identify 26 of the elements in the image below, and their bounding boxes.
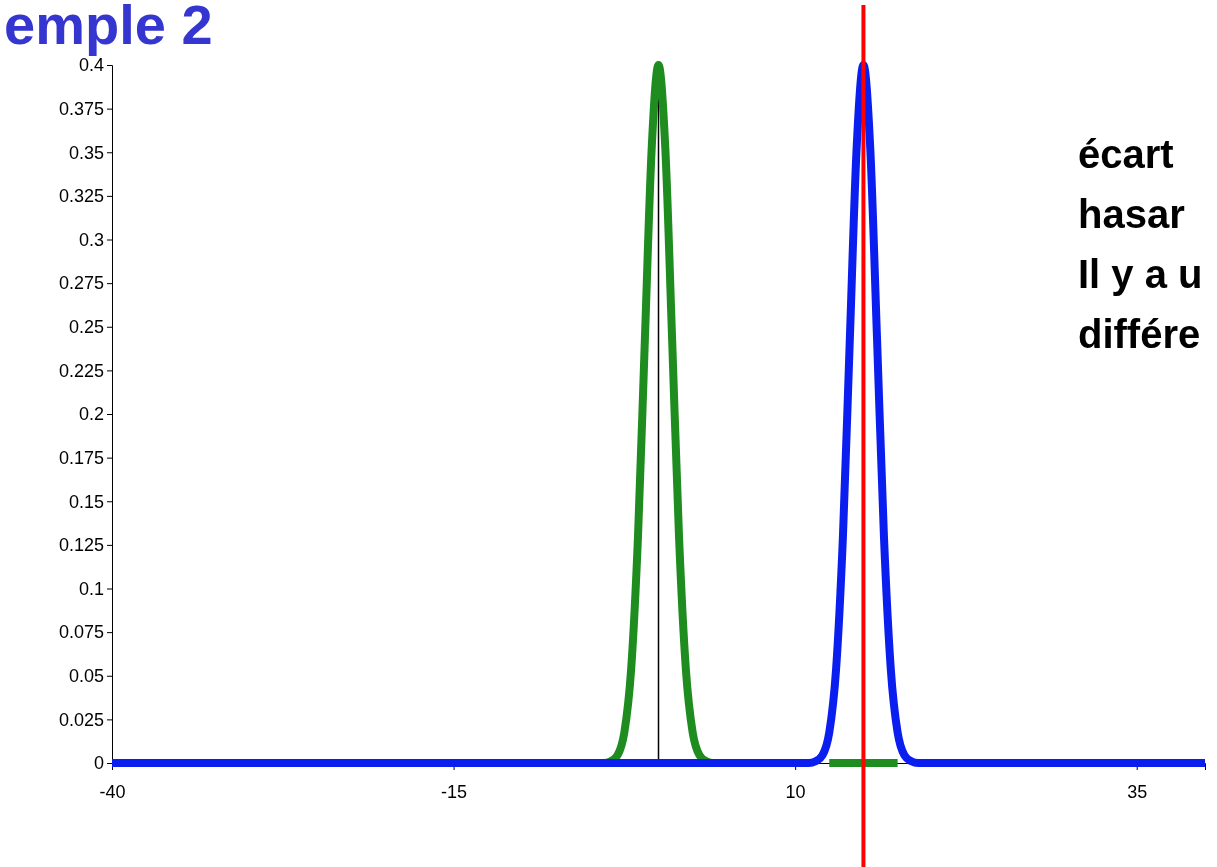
y-tick-label: 0.275	[58, 273, 104, 294]
annotation: Il y a u	[1078, 252, 1203, 296]
y-tick-label: 0.175	[58, 447, 104, 468]
y-tick-label: 0.325	[58, 186, 104, 207]
annotation: différe	[1078, 312, 1201, 356]
y-tick-label: 0.375	[58, 98, 104, 119]
x-tick-label: 10	[785, 782, 806, 803]
y-tick-label: 0.35	[68, 142, 104, 163]
y-tick-label: 0.025	[58, 709, 104, 730]
y-tick-label: 0.25	[68, 317, 104, 338]
y-tick-label: 0.3	[78, 229, 104, 250]
chart-title: emple 2	[4, 0, 213, 56]
y-tick-label: 0.225	[58, 360, 104, 381]
y-tick-label: 0.05	[68, 666, 104, 687]
y-tick-label: 0.1	[78, 578, 104, 599]
y-tick-label: 0.15	[68, 491, 104, 512]
y-tick-label: 0.4	[78, 55, 104, 76]
y-tick-label: 0.125	[58, 535, 104, 556]
x-tick-label: -15	[441, 782, 468, 803]
y-tick-label: 0.075	[58, 622, 104, 643]
y-tick-label: 0.2	[78, 404, 104, 425]
y-tick-label: 0	[93, 753, 104, 774]
annotation: écart	[1078, 132, 1174, 176]
annotation: hasar	[1078, 192, 1185, 236]
x-tick-label: -40	[99, 782, 126, 803]
x-tick-label: 35	[1127, 782, 1148, 803]
